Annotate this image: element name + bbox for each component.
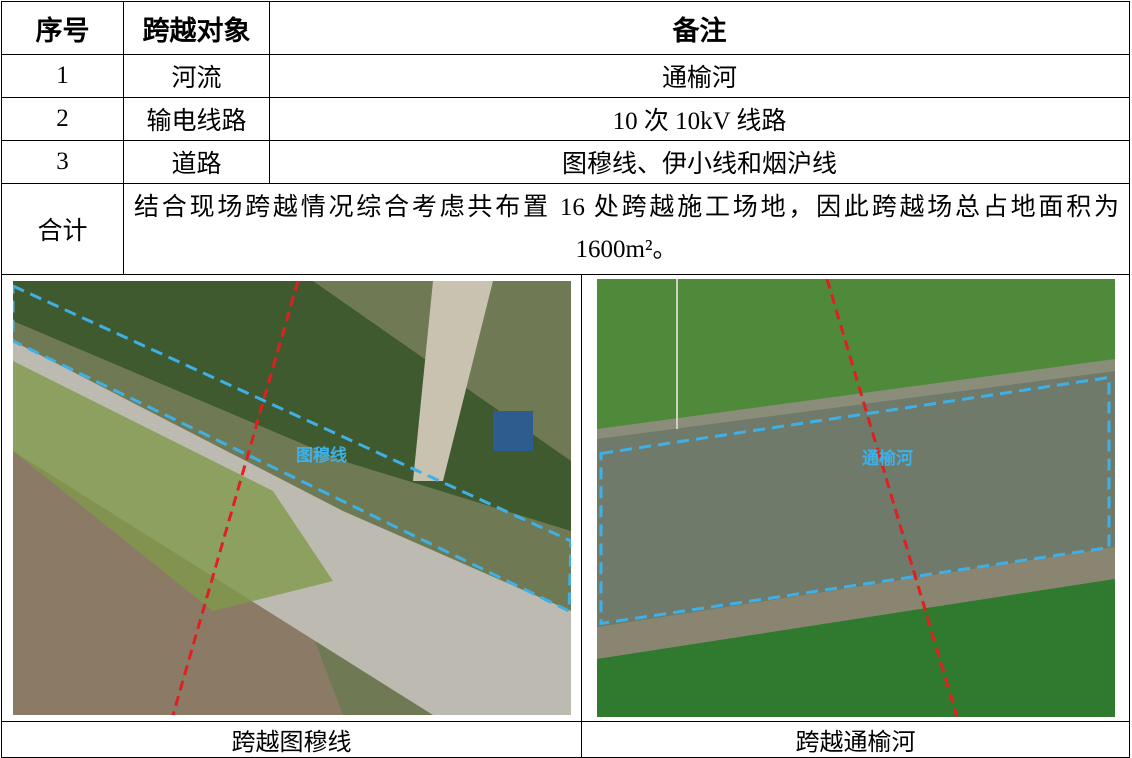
cell: 河流: [123, 54, 270, 98]
cell: 2: [1, 97, 124, 141]
cell: 道路: [123, 140, 270, 184]
photo-road: 图穆线: [12, 281, 571, 715]
cell: 图穆线、伊小线和烟沪线: [269, 140, 1130, 184]
cell: 10 次 10kV 线路: [269, 97, 1130, 141]
total-note: 结合现场跨越情况综合考虑共布置 16 处跨越施工场地，因此跨越场总占地面积为 1…: [123, 183, 1130, 275]
photo-cell: 图穆线: [1, 274, 582, 722]
photo-cell: 通榆河: [581, 274, 1130, 722]
header-row: 序号 跨越对象 备注: [1, 1, 1130, 55]
overlay-label: 图穆线: [296, 445, 347, 465]
caption: 跨越通榆河: [581, 721, 1130, 758]
cell: 输电线路: [123, 97, 270, 141]
total-label: 合计: [1, 183, 124, 275]
overlay-label: 通榆河: [862, 448, 913, 468]
photo-river: 通榆河: [596, 279, 1115, 717]
header-cell: 跨越对象: [123, 1, 270, 55]
cell: 3: [1, 140, 124, 184]
cell: 通榆河: [269, 54, 1130, 98]
header-cell: 序号: [1, 1, 124, 55]
cell: 1: [1, 54, 124, 98]
caption: 跨越图穆线: [1, 721, 582, 758]
header-cell: 备注: [269, 1, 1130, 55]
